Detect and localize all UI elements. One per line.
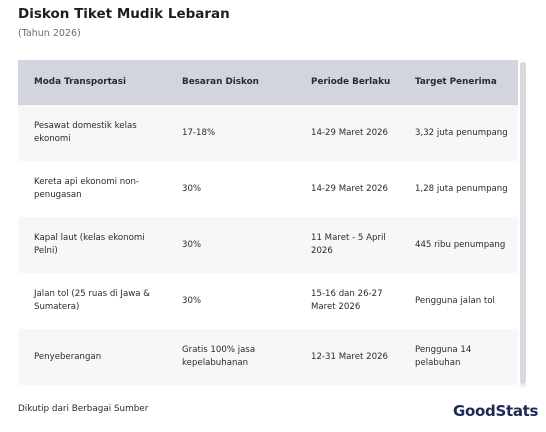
table-cell: Penyeberangan	[18, 329, 166, 385]
scrollbar-thumb[interactable]	[520, 62, 526, 384]
table-cell: 17-18%	[166, 105, 295, 161]
table-cell: 14-29 Maret 2026	[295, 161, 399, 217]
column-header: Target Penerima	[399, 60, 518, 105]
table-cell: 30%	[166, 217, 295, 273]
column-header: Besaran Diskon	[166, 60, 295, 105]
source-note: Dikutip dari Berbagai Sumber	[18, 404, 149, 414]
table-row: Jalan tol (25 ruas di Jawa & Sumatera) 3…	[18, 273, 518, 329]
table-cell: Pengguna 14 pelabuhan	[399, 329, 518, 385]
table-cell: 15-16 dan 26-27 Maret 2026	[295, 273, 399, 329]
table-body: Pesawat domestik kelas ekonomi 17-18% 14…	[18, 105, 518, 385]
column-header: Periode Berlaku	[295, 60, 399, 105]
goodstats-logo: GoodStats	[453, 402, 539, 420]
table-cell: 445 ribu penumpang	[399, 217, 518, 273]
table-cell: Gratis 100% jasa kepelabuhanan	[166, 329, 295, 385]
table-header-row: Moda Transportasi Besaran Diskon Periode…	[18, 60, 518, 105]
table-cell: 11 Maret - 5 April 2026	[295, 217, 399, 273]
table-cell: 1,28 juta penumpang	[399, 161, 518, 217]
table-cell: Kereta api ekonomi non-penugasan	[18, 161, 166, 217]
data-table: Moda Transportasi Besaran Diskon Periode…	[18, 60, 518, 385]
table-row: Kapal laut (kelas ekonomi Pelni) 30% 11 …	[18, 217, 518, 273]
page-title: Diskon Tiket Mudik Lebaran	[18, 6, 230, 22]
table-cell: 3,32 juta penumpang	[399, 105, 518, 161]
table-row: Penyeberangan Gratis 100% jasa kepelabuh…	[18, 329, 518, 385]
vertical-scrollbar[interactable]	[520, 62, 526, 388]
table-cell: Jalan tol (25 ruas di Jawa & Sumatera)	[18, 273, 166, 329]
table-row: Pesawat domestik kelas ekonomi 17-18% 14…	[18, 105, 518, 161]
table-header: Moda Transportasi Besaran Diskon Periode…	[18, 60, 518, 105]
column-header: Moda Transportasi	[18, 60, 166, 105]
table-cell: 30%	[166, 273, 295, 329]
table-cell: 14-29 Maret 2026	[295, 105, 399, 161]
table-cell: 12-31 Maret 2026	[295, 329, 399, 385]
data-table-container: Moda Transportasi Besaran Diskon Periode…	[18, 60, 518, 388]
table-cell: 30%	[166, 161, 295, 217]
table-cell: Kapal laut (kelas ekonomi Pelni)	[18, 217, 166, 273]
page-subtitle: (Tahun 2026)	[18, 28, 81, 39]
table-cell: Pengguna jalan tol	[399, 273, 518, 329]
table-cell: Pesawat domestik kelas ekonomi	[18, 105, 166, 161]
table-row: Kereta api ekonomi non-penugasan 30% 14-…	[18, 161, 518, 217]
